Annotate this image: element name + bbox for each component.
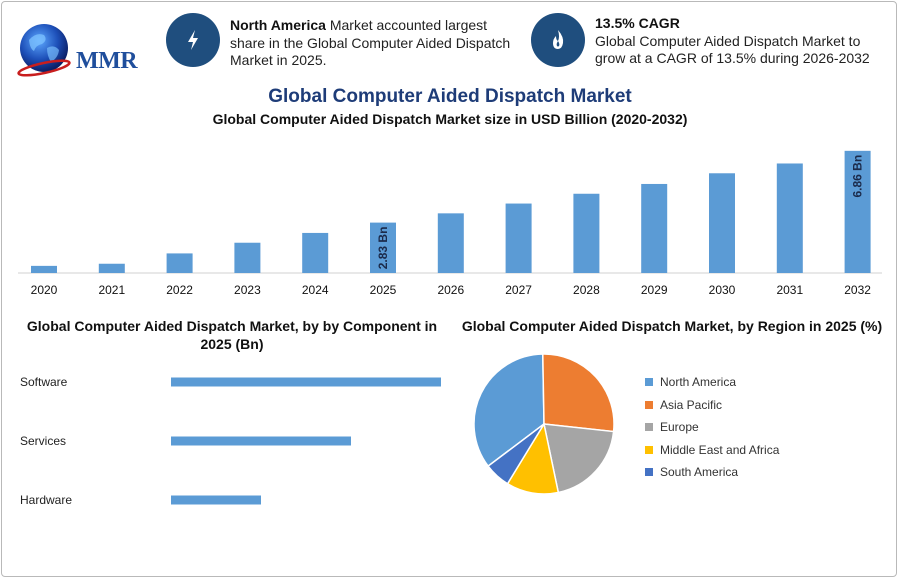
x-tick-label: 2031 (776, 283, 803, 297)
chart-main-title: Global Computer Aided Dispatch Market (268, 86, 632, 107)
x-tick-label: 2026 (437, 283, 464, 297)
bar-2021 (98, 263, 125, 273)
legend-swatch (645, 400, 653, 409)
bar-2020 (31, 265, 57, 273)
bar-2022 (166, 253, 193, 273)
x-tick-label: 2027 (505, 283, 532, 297)
legend-item: North America (645, 371, 779, 394)
logo-text: MMR (76, 48, 138, 74)
component-bar-hardware (171, 495, 261, 505)
market-size-bar-chart: 2020 2021 2022 2023 2024 2025 2.83 Bn 2026 2027 2… (18, 150, 882, 297)
flame-icon (553, 30, 564, 49)
x-tick-label: 2020 (31, 283, 58, 297)
legend-label: North America (660, 375, 737, 390)
component-chart-title: Global Computer Aided Dispatch Market, b… (26, 318, 438, 352)
data-label-2025: 2.83 Bn (376, 227, 390, 270)
component-bar-chart: Software Services Hardware (20, 375, 441, 507)
component-label-hardware: Hardware (20, 493, 72, 507)
info2-text: Global Computer Aided Dispatch Market to… (595, 32, 870, 67)
x-tick-label: 2030 (709, 283, 736, 297)
info1-bold: North America (230, 17, 326, 33)
x-tick-label: 2024 (302, 283, 329, 297)
legend-label: South America (660, 465, 739, 480)
region-chart-title: Global Computer Aided Dispatch Market, b… (461, 318, 883, 334)
component-bar-software (171, 377, 441, 387)
bar-2032 (844, 150, 871, 273)
x-tick-label: 2023 (234, 283, 261, 297)
info-cagr: 13.5% CAGR Global Computer Aided Dispatc… (595, 15, 885, 68)
legend-item: Asia Pacific (645, 394, 779, 417)
info1-text: Market accounted largest share in the Gl… (230, 17, 511, 68)
legend-swatch (645, 423, 653, 432)
legend-swatch (645, 378, 653, 387)
bar-2026 (437, 213, 464, 273)
legend-label: Asia Pacific (660, 397, 723, 412)
x-tick-label: 2029 (641, 283, 668, 297)
data-label-2032: 6.86 Bn (851, 155, 865, 198)
x-tick-label: 2022 (166, 283, 193, 297)
component-bar-services (171, 436, 351, 446)
chart-subtitle: Global Computer Aided Dispatch Market si… (212, 111, 688, 127)
pie-slice-asia-pacific (542, 353, 615, 433)
legend-item: Europe (645, 416, 779, 439)
bar-2029 (641, 183, 668, 273)
mmr-logo: MMR (14, 18, 138, 78)
bar-2024 (302, 232, 329, 273)
pie-slice-europe (543, 423, 615, 494)
legend-label: Europe (660, 420, 699, 435)
region-pie-chart (473, 353, 615, 495)
bar-2030 (709, 173, 735, 273)
x-tick-label: 2025 (370, 283, 397, 297)
flame-circle (531, 13, 585, 67)
region-legend: North America Asia Pacific Europe Middle Ea… (645, 371, 779, 484)
info-north-america: North America Market accounted largest s… (230, 17, 520, 70)
legend-item: Middle East and Africa (645, 439, 779, 462)
pie-slice-north-america (473, 353, 545, 468)
legend-item: South America (645, 461, 779, 484)
lightning-icon (188, 30, 198, 50)
bar-2031 (776, 163, 803, 273)
x-tick-label: 2028 (573, 283, 600, 297)
legend-swatch (645, 468, 653, 477)
info2-bold: 13.5% CAGR (595, 15, 680, 31)
bar-2025 (370, 222, 396, 273)
legend-swatch (645, 445, 653, 454)
pie-slice-south-america (487, 423, 545, 485)
legend-label: Middle East and Africa (660, 442, 780, 457)
component-label-software: Software (20, 375, 68, 389)
lightning-circle (166, 13, 220, 67)
bar-2027 (505, 203, 532, 273)
component-label-services: Services (20, 434, 66, 448)
globe-icon (17, 24, 71, 77)
x-tick-label: 2021 (98, 283, 125, 297)
x-tick-label: 2032 (844, 283, 871, 297)
bar-2023 (234, 242, 261, 273)
bar-2028 (573, 193, 600, 273)
